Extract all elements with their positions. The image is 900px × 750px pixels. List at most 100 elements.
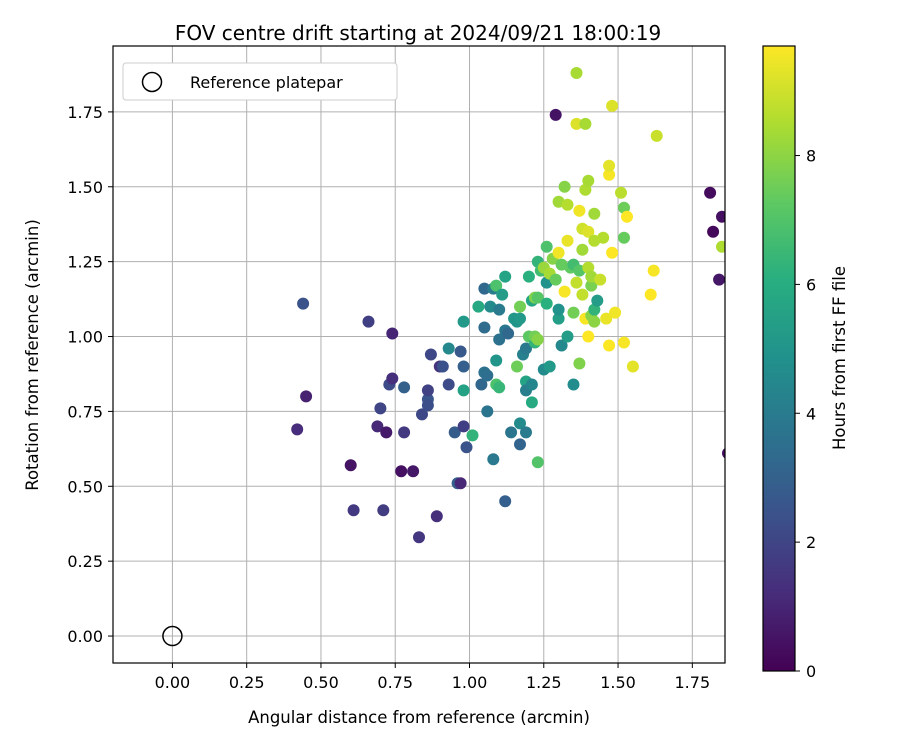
x-tick-label: 0.50 <box>303 673 339 692</box>
data-point <box>585 279 598 292</box>
data-point <box>514 312 526 325</box>
data-point <box>398 381 411 394</box>
data-point <box>448 426 461 439</box>
data-point <box>576 288 589 301</box>
colorbar-tick-label: 4 <box>806 404 816 423</box>
data-point <box>457 315 470 328</box>
data-point <box>552 303 565 316</box>
data-point <box>621 210 633 223</box>
data-point <box>561 234 574 247</box>
data-point <box>511 360 523 373</box>
data-point <box>603 339 616 352</box>
data-point <box>514 417 526 430</box>
colorbar-gradient <box>763 46 795 671</box>
data-point <box>540 297 553 310</box>
data-point <box>570 117 583 130</box>
data-point <box>579 117 592 130</box>
data-point <box>490 354 503 367</box>
colorbar-label: Hours from first FF file <box>830 266 849 450</box>
data-point <box>618 336 630 349</box>
colorbar-tick-label: 2 <box>806 533 816 552</box>
x-tick-label: 0.00 <box>155 673 191 692</box>
data-point <box>380 426 393 439</box>
data-point <box>475 378 488 391</box>
y-tick-label: 1.75 <box>67 103 103 122</box>
data-point <box>561 198 574 211</box>
grid-lines <box>113 46 725 663</box>
x-tick-label: 1.50 <box>600 673 636 692</box>
data-point <box>552 312 565 325</box>
data-point <box>603 159 616 172</box>
data-point <box>552 246 565 259</box>
data-point <box>561 330 574 343</box>
legend: Reference platepar <box>122 62 398 101</box>
x-axis-ticks: 0.00 0.25 0.50 0.75 1.00 1.25 1.50 1.75 <box>155 663 710 692</box>
data-point <box>520 426 532 439</box>
data-point <box>567 306 580 319</box>
data-point <box>413 531 425 544</box>
data-point <box>478 282 491 295</box>
data-point <box>472 300 485 313</box>
data-point <box>525 396 538 409</box>
data-point <box>499 495 512 508</box>
data-point <box>416 408 428 421</box>
legend-marker-icon <box>141 71 163 93</box>
data-point <box>594 273 607 286</box>
data-point <box>618 231 630 244</box>
data-point <box>297 297 310 310</box>
colorbar-tick-label: 6 <box>806 275 816 294</box>
data-point <box>496 288 509 301</box>
data-point <box>421 384 434 397</box>
data-point <box>716 240 725 253</box>
data-point <box>597 231 610 244</box>
data-point <box>525 378 538 391</box>
data-point <box>626 360 639 373</box>
data-point <box>442 342 455 355</box>
data-point <box>362 315 375 328</box>
data-point <box>582 225 595 238</box>
data-point <box>344 459 357 472</box>
data-point <box>549 108 562 121</box>
data-point <box>466 429 479 442</box>
data-point <box>493 381 506 394</box>
data-point <box>650 129 663 142</box>
data-point <box>609 306 622 319</box>
data-point <box>457 384 470 397</box>
data-point <box>704 186 717 199</box>
data-point <box>502 327 515 340</box>
data-point <box>606 246 619 259</box>
colorbar-tick-label: 0 <box>806 662 816 681</box>
data-point <box>514 300 526 313</box>
x-tick-label: 1.00 <box>452 673 488 692</box>
data-point <box>716 210 725 223</box>
data-point <box>520 342 532 355</box>
data-points <box>291 67 725 544</box>
data-point <box>713 273 725 286</box>
data-point <box>377 504 390 517</box>
data-point <box>573 204 586 217</box>
data-point <box>454 345 467 358</box>
chart-title: FOV centre drift starting at 2024/09/21 … <box>175 21 661 45</box>
data-point <box>576 243 589 256</box>
data-point <box>481 369 494 382</box>
data-point <box>493 303 506 316</box>
data-point <box>582 174 595 187</box>
colorbar: 0 2 4 6 8 Hours from first FF file <box>762 45 849 681</box>
colorbar-ticks: 0 2 4 6 8 <box>795 147 816 681</box>
data-point <box>291 423 304 436</box>
data-point <box>603 168 616 181</box>
data-point <box>436 360 449 373</box>
data-point <box>442 378 455 391</box>
data-point <box>531 456 544 469</box>
data-point <box>588 207 601 220</box>
data-point <box>722 448 725 459</box>
colorbar-frame <box>762 45 796 672</box>
data-point <box>555 339 568 352</box>
data-point <box>478 321 491 334</box>
data-point <box>493 333 506 346</box>
data-point <box>531 333 544 346</box>
data-point <box>386 327 399 340</box>
x-tick-label: 0.25 <box>229 673 265 692</box>
data-point <box>591 294 604 307</box>
data-point <box>347 504 360 517</box>
